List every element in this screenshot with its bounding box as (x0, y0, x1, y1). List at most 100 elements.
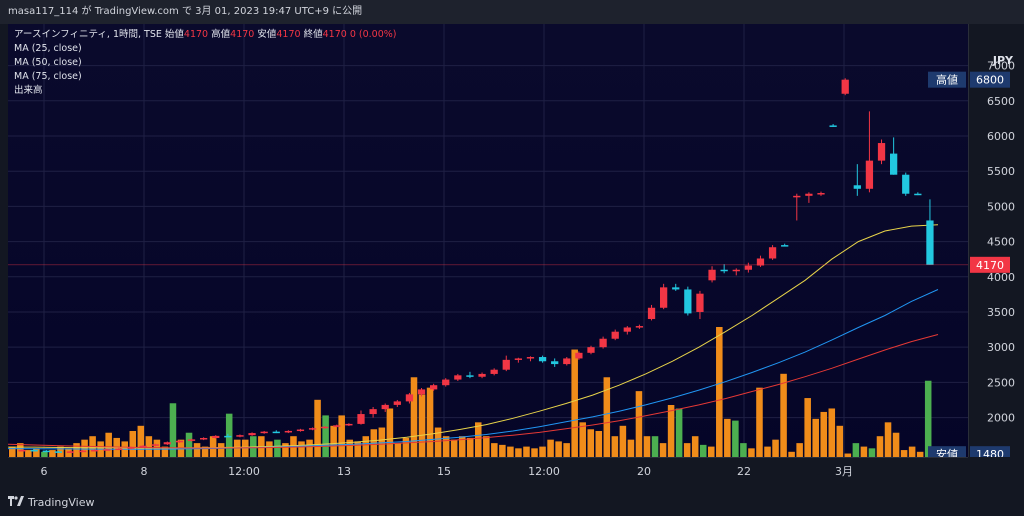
candles (18, 78, 934, 453)
volume-bar (466, 437, 474, 457)
volume-bar (868, 448, 876, 457)
legend-high-value: 4170 (230, 29, 255, 40)
candle-body (151, 444, 159, 446)
volume-bar (442, 436, 450, 457)
candle-body (260, 431, 268, 434)
volume-bar (675, 408, 683, 457)
volume-bar (667, 405, 675, 457)
volume-bar (507, 446, 514, 457)
candle-body (30, 449, 38, 452)
candle-body (902, 174, 910, 194)
candle-body (744, 265, 752, 270)
tradingview-logo[interactable]: TradingView (8, 495, 94, 509)
legend-ma25[interactable]: MA (25, close) (14, 43, 82, 54)
volume-bar (796, 443, 803, 457)
volume-bar (81, 439, 88, 457)
time-axis[interactable]: 6 8 12:00 13 15 12:00 20 22 3月 (8, 457, 968, 486)
volume-bar (788, 451, 795, 457)
volume-bar (169, 403, 177, 457)
legend-volume[interactable]: 出来高 (14, 85, 43, 96)
candle-body (357, 414, 365, 424)
candle-body (478, 373, 486, 377)
volume-bar (643, 436, 651, 457)
time-tick-label: 6 (41, 465, 48, 478)
volume-bar (860, 446, 868, 457)
volume-bar (683, 443, 691, 457)
time-tick-label: 3月 (835, 465, 853, 478)
candle-body (793, 195, 801, 198)
candle-body (829, 125, 837, 127)
candle-body (817, 193, 825, 195)
price-label-box (970, 71, 1010, 88)
candle-body (454, 375, 462, 380)
volume-bar (418, 394, 426, 457)
volume-bar (330, 425, 337, 457)
candle-body (635, 326, 644, 328)
candle-body (551, 361, 559, 365)
volume-bar (145, 436, 153, 457)
candlestick-chart[interactable] (8, 24, 968, 457)
legend-ma75[interactable]: MA (75, close) (14, 71, 82, 82)
candle-body (877, 143, 886, 161)
volume-bar (820, 411, 828, 457)
volume-bar (924, 380, 932, 457)
candle-body (490, 369, 498, 374)
volume-bar (137, 425, 145, 457)
volume-bar (515, 448, 522, 457)
volume-bar (274, 439, 281, 457)
volume-bar (322, 415, 329, 457)
candle-body (66, 451, 75, 453)
volume-bar (916, 451, 924, 457)
volume-bar (217, 443, 225, 457)
candle-body (284, 430, 292, 433)
candle-body (175, 440, 184, 443)
legend-open-value: 4170 (183, 29, 209, 40)
price-axis-ticks: 2000 2500 3000 3500 4000 4500 5000 5500 6000 6500… (987, 60, 1015, 425)
candle-body (308, 428, 317, 430)
volume-bar (282, 443, 289, 457)
candle-body (926, 220, 934, 265)
chart-area[interactable] (8, 24, 968, 457)
chart-legend: アースインフィニティ, 1時間, TSE 始値4170 高値4170 安値417… (14, 28, 397, 98)
candle-body (611, 331, 619, 339)
price-label-value: 1480 (976, 448, 1004, 457)
volume-bar (410, 377, 418, 457)
candle-body (42, 450, 50, 453)
volume-bar (900, 450, 908, 457)
price-tick-label: 6000 (987, 130, 1015, 143)
time-tick-label: 20 (637, 465, 651, 478)
volume-bar (193, 443, 201, 457)
volume-bar (386, 408, 394, 457)
volume-bar (780, 373, 787, 457)
candle-body (212, 435, 220, 438)
candle-body (647, 307, 656, 320)
candle-body (163, 442, 171, 445)
publish-header: masa117_114 が TradingView.com で 3月 01, 2… (0, 0, 1024, 24)
price-tick-label: 4500 (987, 236, 1015, 249)
candle-body (187, 439, 196, 441)
time-tick-label: 13 (337, 465, 351, 478)
volume-bar (483, 436, 490, 457)
volume-bar (892, 432, 900, 457)
legend-ma50[interactable]: MA (50, close) (14, 57, 82, 68)
price-label-tag (928, 446, 966, 457)
volume-bar (812, 418, 819, 457)
candle-body (538, 357, 547, 362)
volume-bar (225, 413, 233, 457)
ma25-line (8, 224, 939, 449)
time-tick-label: 15 (437, 465, 451, 478)
publish-header-text: masa117_114 が TradingView.com で 3月 01, 2… (8, 6, 363, 17)
candle-body (865, 160, 874, 189)
price-label-box (970, 256, 1010, 273)
volume-bar (314, 399, 321, 457)
price-label-text: 高値 (936, 73, 958, 87)
candle-body (805, 193, 813, 196)
price-axis[interactable]: JPY 2000 2500 3000 3500 4000 4500 5000 5500 6000… (968, 24, 1024, 457)
tradingview-brand: TradingView (28, 495, 95, 509)
candle-body (890, 153, 898, 175)
price-label-tag (928, 71, 966, 88)
volume-bar (491, 443, 498, 457)
price-tick-label: 4000 (987, 271, 1015, 284)
legend-close-label: 終値 (303, 29, 323, 40)
time-tick-label: 22 (737, 465, 751, 478)
